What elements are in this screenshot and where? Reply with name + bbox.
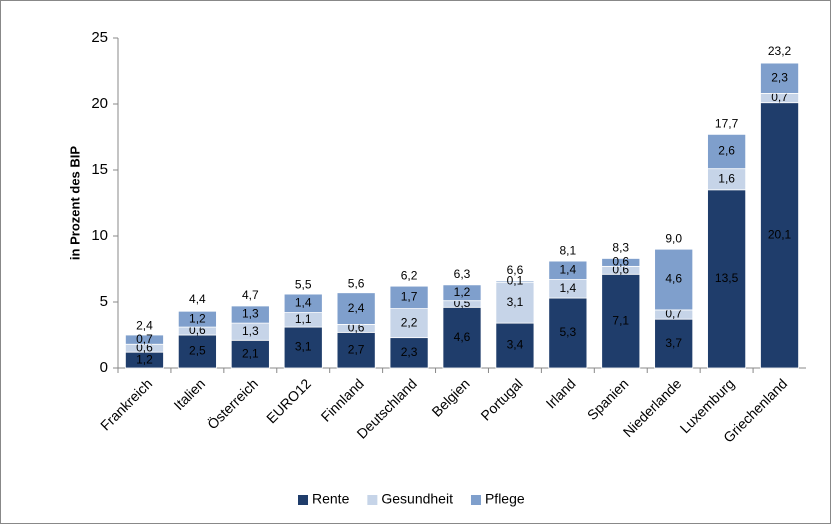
total-label: 5,6	[348, 276, 365, 290]
value-label: 3,1	[507, 295, 524, 309]
legend-swatch	[367, 495, 378, 505]
value-label: 3,1	[295, 340, 312, 354]
value-label: 0,6	[612, 255, 629, 269]
total-label: 6,2	[401, 268, 418, 282]
bar-segment	[548, 297, 588, 369]
value-label: 4,6	[665, 272, 682, 286]
bar-segment	[707, 133, 747, 170]
value-label: 2,5	[189, 344, 206, 358]
value-label: 1,6	[718, 171, 735, 185]
total-label: 8,1	[560, 243, 577, 257]
legend-label: Pflege	[485, 491, 525, 507]
value-label: 0,1	[507, 274, 524, 288]
total-label: 2,4	[136, 318, 153, 332]
value-label: 2,7	[348, 342, 365, 356]
value-label: 1,2	[189, 311, 206, 325]
total-label: 9,0	[665, 231, 682, 245]
bar-segment	[230, 305, 270, 324]
y-tick-label: 0	[100, 359, 108, 376]
bar-segment	[389, 285, 429, 310]
value-label: 2,6	[718, 144, 735, 158]
bar-segment	[654, 318, 694, 369]
y-tick-label: 5	[100, 293, 108, 310]
bar-segment	[283, 326, 323, 369]
value-label: 3,7	[665, 336, 682, 350]
value-label: 1,4	[560, 262, 577, 276]
value-label: 1,4	[560, 281, 577, 295]
value-label: 5,3	[560, 325, 577, 339]
bar-segment	[548, 260, 588, 280]
bar-segment	[125, 334, 164, 345]
value-label: 4,6	[454, 330, 471, 344]
total-label: 17,7	[715, 117, 739, 131]
total-label: 23,2	[768, 44, 792, 58]
bar-segment	[707, 189, 747, 369]
value-label: 7,1	[612, 313, 629, 327]
value-label: 1,3	[242, 307, 259, 321]
total-label: 5,5	[295, 278, 312, 292]
bar-segment	[654, 248, 694, 311]
value-label: 3,4	[507, 338, 524, 352]
value-label: 1,2	[136, 352, 153, 366]
bar-segment	[230, 339, 270, 369]
value-label: 2,3	[401, 345, 418, 359]
y-tick-label: 15	[91, 161, 108, 178]
bar-segment	[283, 293, 323, 313]
value-label: 2,1	[242, 346, 259, 360]
total-label: 6,6	[507, 263, 524, 277]
legend-swatch	[470, 495, 481, 505]
bar-segment	[336, 292, 376, 325]
bar-segment	[760, 102, 799, 369]
bar-segment	[336, 331, 376, 369]
bar-segment	[177, 334, 217, 369]
y-axis-label: in Prozent des BIP	[67, 146, 82, 260]
value-label: 2,4	[348, 301, 365, 315]
value-label: 20,1	[768, 228, 792, 242]
total-label: 4,7	[242, 288, 259, 302]
bar-segment	[442, 284, 482, 302]
value-label: 1,2	[454, 285, 471, 299]
value-label: 1,3	[242, 324, 259, 338]
value-label: 0,7	[136, 332, 153, 346]
legend-label: Gesundheit	[381, 491, 453, 507]
total-label: 8,3	[612, 241, 629, 255]
total-label: 4,4	[189, 292, 206, 306]
value-label: 2,3	[771, 70, 788, 84]
value-label: 13,5	[715, 271, 739, 285]
bar-segment	[601, 258, 641, 267]
bar-segment	[495, 280, 535, 283]
value-label: 1,7	[401, 290, 418, 304]
total-label: 6,3	[454, 267, 471, 281]
legend-label: Rente	[312, 491, 350, 507]
value-label: 2,2	[401, 315, 418, 329]
y-tick-label: 20	[91, 95, 108, 112]
bar-segment	[177, 310, 217, 328]
value-label: 1,1	[295, 312, 312, 326]
bar-segment	[760, 62, 799, 94]
value-label: 1,4	[295, 295, 312, 309]
y-tick-label: 25	[91, 29, 108, 46]
legend-swatch	[298, 495, 308, 505]
bar-segment	[389, 308, 429, 339]
y-tick-label: 10	[91, 227, 108, 244]
